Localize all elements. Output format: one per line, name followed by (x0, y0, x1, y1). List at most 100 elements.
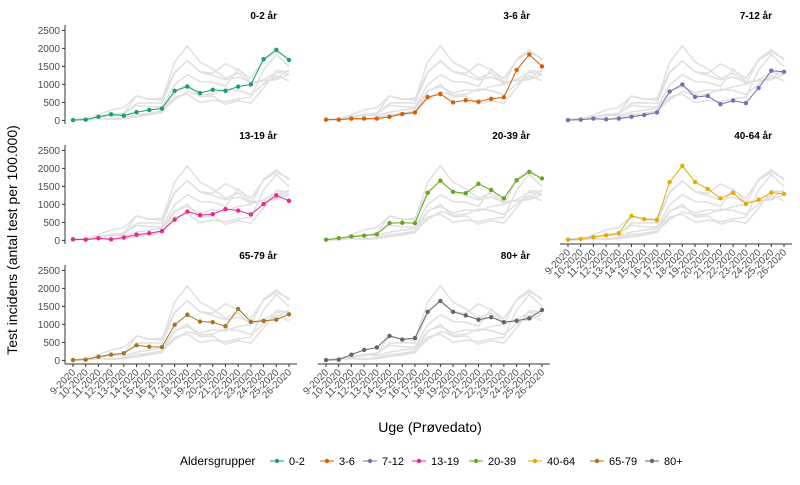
point (197, 90, 203, 96)
point (425, 190, 430, 196)
series-line (567, 165, 785, 241)
point (527, 52, 532, 57)
legend-swatch (649, 458, 655, 464)
point (616, 231, 622, 236)
background-line (325, 194, 543, 241)
y-tick-label: 2000 (38, 44, 61, 55)
point (692, 179, 698, 185)
point (349, 234, 354, 239)
point (450, 189, 456, 194)
point (336, 357, 341, 362)
point (476, 317, 481, 322)
background-line (567, 194, 785, 241)
legend-label: 3-6 (339, 456, 355, 468)
point (274, 193, 279, 198)
point (96, 114, 101, 120)
y-axis-title: Test incidens (antal test per 100.000) (4, 125, 20, 355)
point (412, 335, 418, 341)
point (578, 236, 583, 242)
background-line (567, 44, 785, 121)
point (70, 117, 76, 123)
point (210, 87, 215, 93)
point (412, 110, 418, 115)
point (501, 320, 507, 325)
point (134, 109, 139, 115)
background-line (73, 173, 290, 241)
point (565, 237, 571, 242)
panel-title: 20-39 år (492, 130, 530, 142)
point (387, 220, 392, 226)
point (387, 333, 392, 339)
point (274, 47, 279, 53)
point (374, 232, 380, 237)
panel-title: 13-19 år (239, 130, 277, 142)
point (488, 187, 494, 193)
legend-swatch (324, 458, 330, 464)
point (743, 201, 749, 207)
panel-title: 65-79 år (239, 250, 277, 262)
point (680, 163, 685, 169)
point (781, 69, 787, 75)
y-tick-label: 2000 (38, 284, 61, 295)
y-tick-label: 2500 (38, 146, 61, 157)
point (374, 345, 380, 350)
point (400, 220, 405, 225)
background-line (73, 293, 290, 361)
point (514, 178, 519, 183)
legend-swatch (473, 458, 479, 464)
legend-label: 65-79 (609, 456, 637, 468)
point (134, 343, 139, 348)
background-line (73, 53, 290, 121)
panel-title: 40-64 år (734, 130, 772, 142)
point (603, 117, 609, 122)
point (591, 116, 596, 121)
point (223, 324, 228, 329)
point (654, 218, 660, 223)
point (108, 112, 114, 117)
background-line (72, 314, 290, 361)
legend-label: 0-2 (289, 456, 305, 468)
point (642, 112, 647, 118)
background-line (72, 60, 290, 121)
y-tick-label: 1500 (38, 302, 61, 313)
point (210, 211, 215, 217)
point (603, 233, 609, 238)
point (261, 57, 266, 62)
point (121, 235, 127, 240)
point (336, 117, 341, 122)
point (578, 117, 583, 122)
point (159, 228, 165, 234)
legend-label: 7-12 (382, 456, 404, 468)
point (654, 110, 660, 115)
point (501, 95, 507, 100)
y-tick-label: 1000 (38, 320, 61, 331)
point (274, 317, 279, 322)
point (629, 114, 634, 120)
legend-label: 13-19 (431, 456, 459, 468)
point (412, 220, 418, 226)
point (147, 344, 152, 349)
legend-swatch (367, 458, 373, 464)
point (680, 82, 685, 87)
background-line (325, 314, 543, 361)
point (539, 64, 545, 69)
point (235, 84, 241, 89)
point (197, 213, 203, 218)
point (248, 319, 254, 325)
point (527, 316, 532, 321)
legend-title: Aldersgrupper (180, 454, 255, 468)
background-line (72, 74, 290, 121)
point (374, 116, 380, 121)
point (565, 117, 571, 123)
point (488, 315, 494, 320)
point (323, 357, 329, 363)
point (286, 57, 292, 63)
point (692, 94, 698, 100)
point (463, 313, 468, 318)
point (476, 99, 481, 104)
point (223, 206, 228, 212)
point (769, 190, 774, 195)
legend-swatch (532, 458, 538, 464)
point (539, 176, 545, 181)
point (172, 322, 177, 327)
